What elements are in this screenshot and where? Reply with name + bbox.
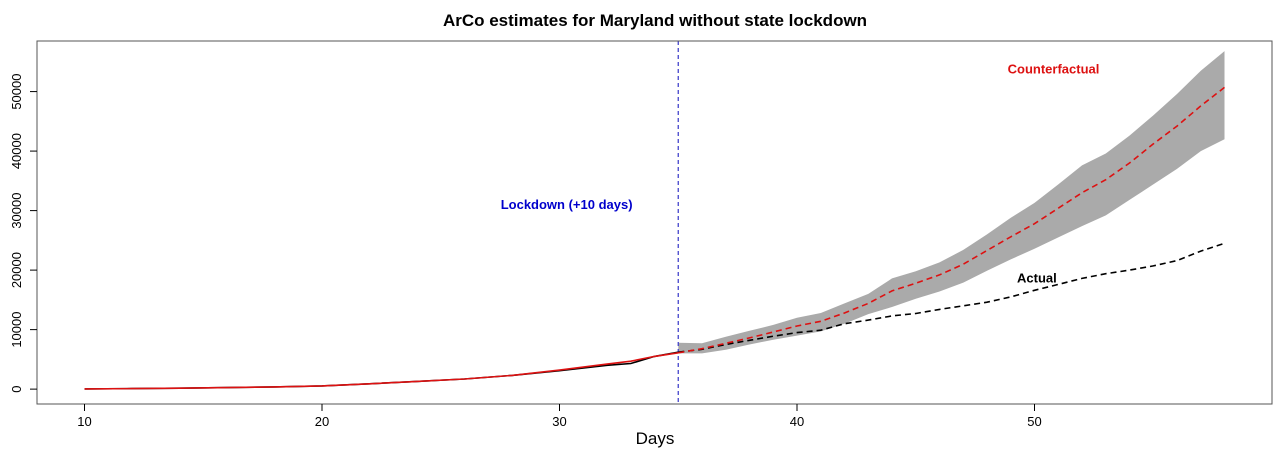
series-actual-post [678, 242, 1225, 353]
x-tick-label: 50 [1027, 414, 1041, 429]
plot-frame [36, 40, 1273, 405]
x-tick-label: 40 [790, 414, 804, 429]
series-counterfactual-post [678, 86, 1225, 354]
x-axis-label: Days [636, 429, 675, 448]
y-tick-label: 30000 [9, 193, 24, 229]
x-tick-label: 30 [552, 414, 566, 429]
annotations: Lockdown (+10 days) Counterfactual Actual [501, 62, 1100, 286]
x-axis: 10 20 30 40 50 [77, 404, 1042, 429]
x-tick-label: 20 [315, 414, 329, 429]
annotation-label: Lockdown (+10 days) [501, 197, 633, 212]
annotation-label: Actual [1017, 271, 1057, 286]
chart-title: ArCo estimates for Maryland without stat… [443, 11, 867, 30]
annotation-label: Counterfactual [1008, 62, 1100, 77]
y-tick-label: 40000 [9, 133, 24, 169]
y-axis: 0 10000 20000 30000 40000 50000 [9, 74, 37, 393]
plot-area [84, 41, 1225, 404]
y-tick-label: 10000 [9, 312, 24, 348]
y-tick-label: 0 [9, 385, 24, 392]
y-tick-label: 20000 [9, 252, 24, 288]
confidence-band [678, 51, 1225, 354]
x-tick-label: 10 [77, 414, 91, 429]
series-counterfactual-pre [84, 352, 679, 390]
y-tick-label: 50000 [9, 74, 24, 110]
